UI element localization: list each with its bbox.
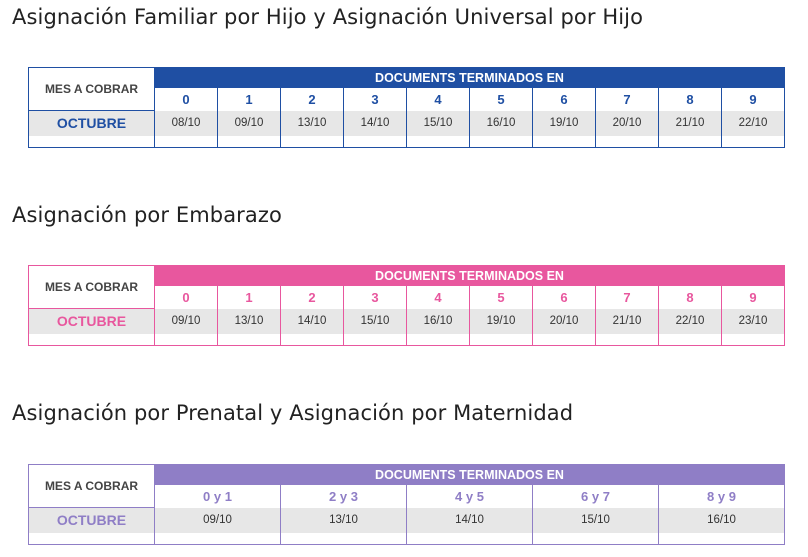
payment-date: 09/10 <box>217 110 281 136</box>
payment-date: 20/10 <box>532 308 596 334</box>
payment-date: 21/10 <box>658 110 722 136</box>
payment-date: 22/10 <box>658 308 722 334</box>
table-spacer-cell <box>28 135 155 148</box>
document-digit: 1 <box>217 285 281 309</box>
document-digit: 7 <box>595 285 659 309</box>
document-digit: 0 <box>154 87 218 111</box>
payment-date: 09/10 <box>154 308 218 334</box>
documents-header: DOCUMENTS TERMINADOS EN <box>154 264 785 287</box>
table-spacer-cell <box>721 135 785 148</box>
payment-date: 19/10 <box>469 308 533 334</box>
document-digit: 6 <box>532 87 596 111</box>
payment-date: 23/10 <box>721 308 785 334</box>
table-spacer-cell <box>28 333 155 346</box>
table-spacer-cell <box>343 135 407 148</box>
document-digit: 5 <box>469 285 533 309</box>
payment-date: 13/10 <box>217 308 281 334</box>
mes-a-cobrar-label: MES A COBRAR <box>28 265 155 309</box>
document-digit: 8 <box>658 285 722 309</box>
month-label: OCTUBRE <box>28 507 155 533</box>
documents-header: DOCUMENTS TERMINADOS EN <box>154 66 785 89</box>
payment-date: 16/10 <box>469 110 533 136</box>
document-digit: 3 <box>343 285 407 309</box>
document-digit: 2 <box>280 285 344 309</box>
table-spacer-cell <box>280 333 344 346</box>
table-spacer-cell <box>532 532 659 545</box>
document-digit: 4 <box>406 87 470 111</box>
table-spacer-cell <box>343 333 407 346</box>
document-digit: 5 <box>469 87 533 111</box>
table-spacer-cell <box>595 135 659 148</box>
document-digit: 2 y 3 <box>280 484 407 508</box>
schedule-table-prenatal-maternidad: MES A COBRAR DOCUMENTS TERMINADOS EN 0 y 1… <box>28 463 785 545</box>
document-digit: 3 <box>343 87 407 111</box>
table-spacer-cell <box>217 135 281 148</box>
payment-date: 13/10 <box>280 507 407 533</box>
section-title-embarazo: Asignación por Embarazo <box>12 203 282 227</box>
section-title-prenatal-maternidad: Asignación por Prenatal y Asignación por… <box>12 401 574 425</box>
table-spacer-cell <box>280 135 344 148</box>
payment-date: 16/10 <box>406 308 470 334</box>
payment-date: 09/10 <box>154 507 281 533</box>
table-spacer-cell <box>154 333 218 346</box>
table-spacer-cell <box>154 135 218 148</box>
table-spacer-cell <box>532 333 596 346</box>
payment-date: 08/10 <box>154 110 218 136</box>
payment-date: 14/10 <box>406 507 533 533</box>
document-digit: 8 <box>658 87 722 111</box>
table-spacer-cell <box>469 135 533 148</box>
table-spacer-cell <box>217 333 281 346</box>
payment-date: 14/10 <box>280 308 344 334</box>
payment-date: 22/10 <box>721 110 785 136</box>
payment-date: 15/10 <box>532 507 659 533</box>
document-digit: 4 y 5 <box>406 484 533 508</box>
document-digit: 2 <box>280 87 344 111</box>
payment-date: 20/10 <box>595 110 659 136</box>
payment-date: 16/10 <box>658 507 785 533</box>
document-digit: 8 y 9 <box>658 484 785 508</box>
schedule-table-embarazo: MES A COBRAR DOCUMENTS TERMINADOS EN 0 1 2 3 4… <box>28 264 785 346</box>
table-spacer-cell <box>532 135 596 148</box>
table-spacer-cell <box>28 532 155 545</box>
month-label: OCTUBRE <box>28 110 155 136</box>
document-digit: 1 <box>217 87 281 111</box>
table-spacer-cell <box>280 532 407 545</box>
document-digit: 9 <box>721 285 785 309</box>
schedule-table-auh: MES A COBRAR DOCUMENTS TERMINADOS EN 0 1 2 3 4… <box>28 66 785 148</box>
mes-a-cobrar-label: MES A COBRAR <box>28 464 155 508</box>
document-digit: 0 y 1 <box>154 484 281 508</box>
table-spacer-cell <box>658 333 722 346</box>
table-spacer-cell <box>721 333 785 346</box>
payment-date: 19/10 <box>532 110 596 136</box>
section-title-auh: Asignación Familiar por Hijo y Asignació… <box>12 5 644 29</box>
payment-date: 15/10 <box>343 308 407 334</box>
document-digit: 6 y 7 <box>532 484 659 508</box>
document-digit: 4 <box>406 285 470 309</box>
table-spacer-cell <box>658 135 722 148</box>
table-spacer-cell <box>154 532 281 545</box>
payment-date: 14/10 <box>343 110 407 136</box>
table-spacer-cell <box>658 532 785 545</box>
document-digit: 7 <box>595 87 659 111</box>
table-spacer-cell <box>469 333 533 346</box>
table-spacer-cell <box>595 333 659 346</box>
document-digit: 0 <box>154 285 218 309</box>
payment-date: 13/10 <box>280 110 344 136</box>
table-spacer-cell <box>406 532 533 545</box>
payment-date: 21/10 <box>595 308 659 334</box>
documents-header: DOCUMENTS TERMINADOS EN <box>154 463 785 486</box>
payment-date: 15/10 <box>406 110 470 136</box>
document-digit: 9 <box>721 87 785 111</box>
table-spacer-cell <box>406 333 470 346</box>
document-digit: 6 <box>532 285 596 309</box>
mes-a-cobrar-label: MES A COBRAR <box>28 67 155 111</box>
month-label: OCTUBRE <box>28 308 155 334</box>
table-spacer-cell <box>406 135 470 148</box>
